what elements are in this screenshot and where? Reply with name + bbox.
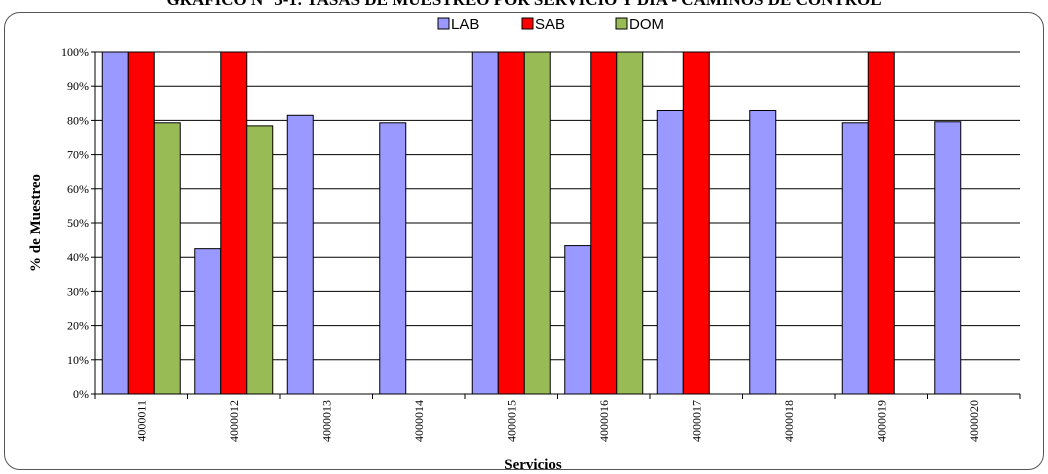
bar-lab: [934, 121, 962, 395]
bar-sab: [220, 51, 248, 395]
x-tick-label: 4000012: [227, 400, 241, 442]
y-tick-label: 60%: [67, 182, 89, 196]
x-tick-label: 4000020: [967, 400, 981, 442]
legend-swatch-dom: [615, 17, 628, 30]
bar-dom: [616, 51, 644, 395]
y-tick-label: 30%: [67, 284, 89, 298]
bar-dom: [246, 125, 274, 395]
x-tick-label: 4000013: [319, 400, 333, 442]
y-tick-label: 70%: [67, 148, 89, 162]
x-tick-label: 4000016: [597, 400, 611, 442]
x-tick-label: 4000011: [134, 400, 148, 442]
y-tick-label: 100%: [61, 45, 89, 59]
x-tick-label: 4000017: [689, 400, 703, 442]
bar-lab: [749, 109, 777, 395]
bar-lab: [656, 109, 684, 395]
y-tick-label: 80%: [67, 113, 89, 127]
y-axis-title: % de Muestreo: [28, 174, 44, 272]
bar-lab: [841, 122, 869, 395]
bar-sab: [867, 51, 895, 395]
x-tick-label: 4000014: [412, 400, 426, 442]
x-axis-ticks: 4000011 4000012 4000013 4000014 4000015 40000…: [94, 394, 1021, 442]
legend-label-lab: LAB: [451, 16, 479, 33]
page-title: GRÁFICO N° 3-1: TASAS DE MUESTREO POR SE…: [0, 0, 1048, 10]
bar-sab: [497, 51, 525, 395]
y-tick-label: 10%: [67, 353, 89, 367]
x-tick-label: 4000015: [504, 400, 518, 442]
bars: [101, 51, 962, 395]
bar-lab: [286, 114, 314, 395]
y-tick-label: 50%: [67, 216, 89, 230]
y-axis-ticks: 0% 10% 20% 30% 40% 50% 60% 70% 80% 90% 100%: [61, 45, 95, 401]
legend-label-sab: SAB: [535, 16, 565, 33]
bar-lab: [194, 248, 222, 395]
legend: LAB SAB DOM: [437, 16, 664, 33]
y-tick-label: 0%: [73, 387, 89, 401]
bar-lab: [564, 245, 592, 395]
bar-lab: [471, 51, 499, 395]
bar-sab: [682, 51, 710, 395]
legend-swatch-lab: [437, 17, 450, 30]
legend-label-dom: DOM: [629, 16, 664, 33]
bar-lab: [101, 51, 129, 395]
bar-sab: [590, 51, 618, 395]
bar-dom: [153, 122, 181, 395]
bar-lab: [379, 122, 407, 395]
y-tick-label: 90%: [67, 79, 89, 93]
bar-dom: [523, 51, 551, 395]
x-tick-label: 4000019: [874, 400, 888, 442]
y-tick-label: 40%: [67, 250, 89, 264]
y-tick-label: 20%: [67, 319, 89, 333]
legend-swatch-sab: [521, 17, 534, 30]
bar-sab: [127, 51, 155, 395]
x-tick-label: 4000018: [782, 400, 796, 442]
x-axis-title: Servicios: [504, 457, 562, 473]
